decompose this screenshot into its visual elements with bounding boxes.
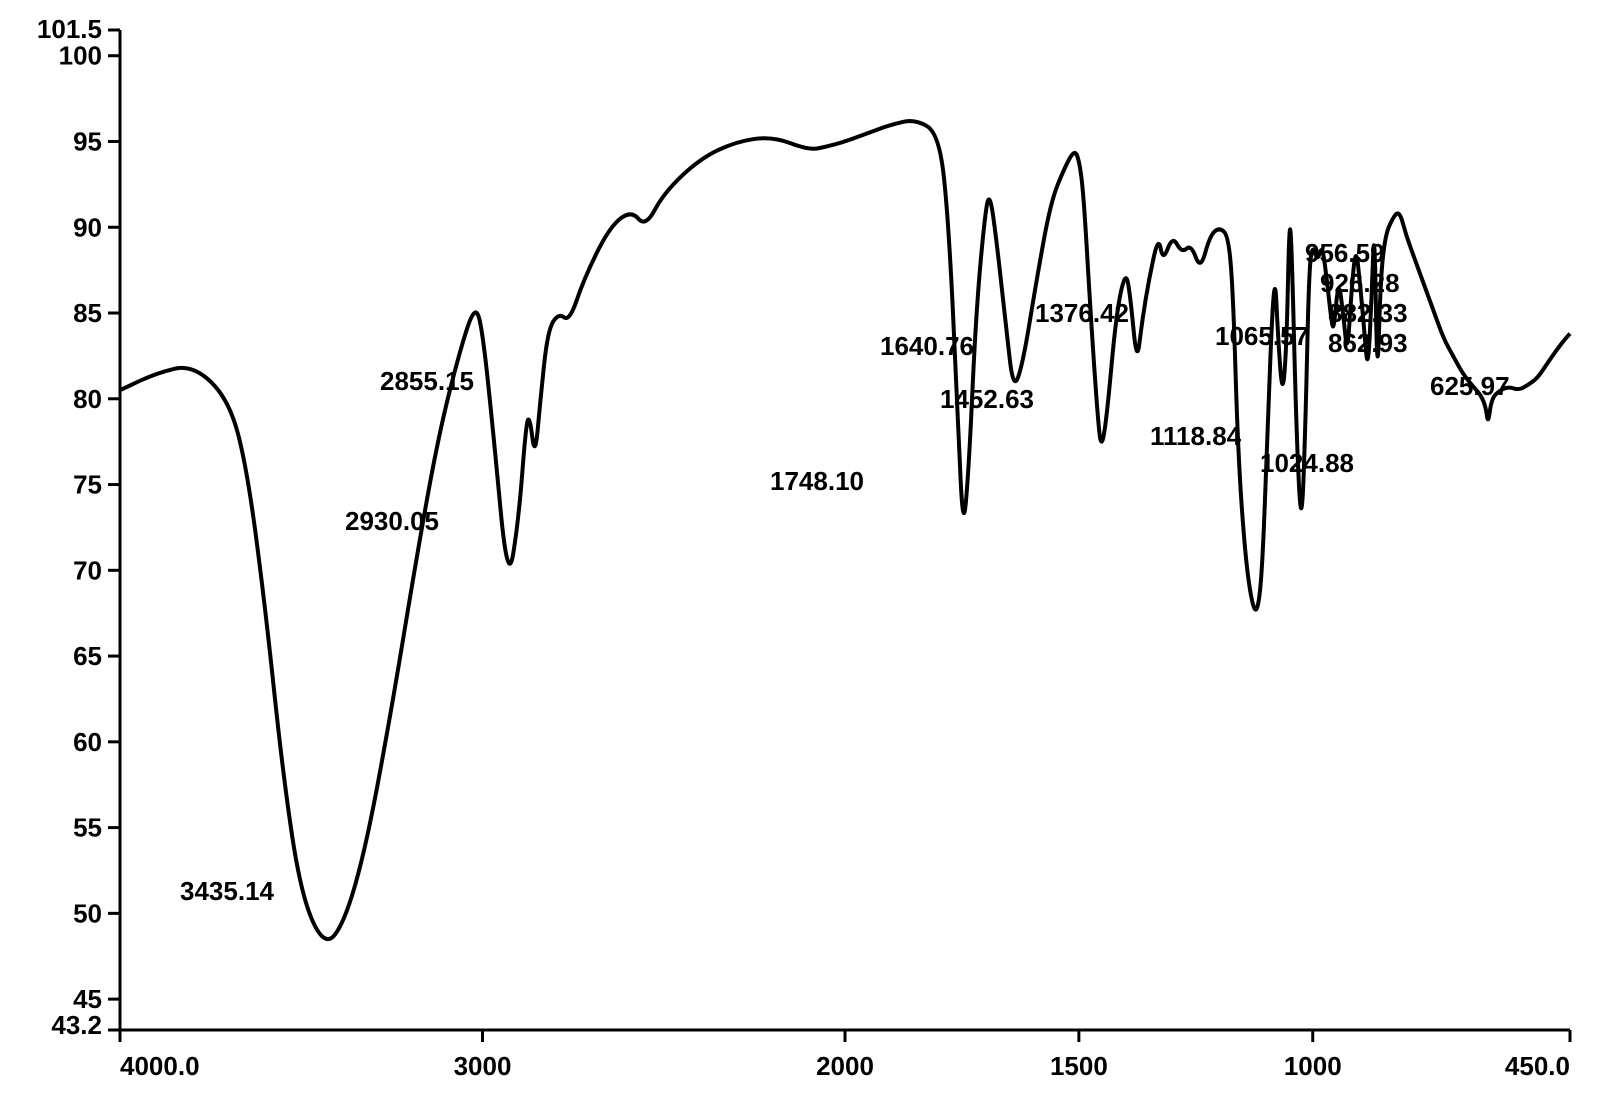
x-tick-label: 450.0: [1505, 1051, 1570, 1081]
y-tick-label: 45: [73, 984, 102, 1014]
peak-label: 2930.05: [345, 506, 439, 536]
x-tick-label: 3000: [454, 1051, 512, 1081]
y-tick-label: 80: [73, 384, 102, 414]
peak-label: 1118.84: [1150, 421, 1242, 451]
y-tick-label: 50: [73, 898, 102, 928]
y-tick-label: 85: [73, 298, 102, 328]
y-tick-label: 101.5: [37, 14, 102, 44]
peak-label: 862.93: [1328, 328, 1408, 358]
y-tick-label: 95: [73, 126, 102, 156]
y-tick-label: 100: [59, 41, 102, 71]
peak-label: 882.33: [1328, 298, 1408, 328]
x-tick-label: 1500: [1050, 1051, 1108, 1081]
y-tick-label: 75: [73, 470, 102, 500]
y-tick-label: 65: [73, 641, 102, 671]
peak-label: 1376.42: [1035, 298, 1129, 328]
peak-label: 1065.57: [1215, 321, 1309, 351]
peak-label: 956.59: [1305, 238, 1385, 268]
peak-label: 1024.88: [1260, 448, 1354, 478]
peak-label: 1748.10: [770, 466, 864, 496]
peak-label: 3435.14: [180, 876, 275, 906]
y-tick-label: 55: [73, 813, 102, 843]
y-tick-label: 70: [73, 555, 102, 585]
x-tick-label: 1000: [1284, 1051, 1342, 1081]
y-tick-label: 60: [73, 727, 102, 757]
y-tick-label: 90: [73, 212, 102, 242]
x-tick-label: 4000.0: [120, 1051, 200, 1081]
peak-label: 926.28: [1320, 268, 1400, 298]
y-tick-label: 43.2: [51, 1010, 102, 1040]
peak-label: 625.97: [1430, 371, 1510, 401]
x-tick-label: 2000: [816, 1051, 874, 1081]
peak-label: 1640.76: [880, 331, 974, 361]
peak-label: 1452.63: [940, 384, 1034, 414]
peak-label: 2855.15: [380, 366, 474, 396]
ir-spectrum-chart: 4000.0 3000 2000 1500 1000 450.0 43.245 50 55 60 6…: [0, 0, 1608, 1098]
